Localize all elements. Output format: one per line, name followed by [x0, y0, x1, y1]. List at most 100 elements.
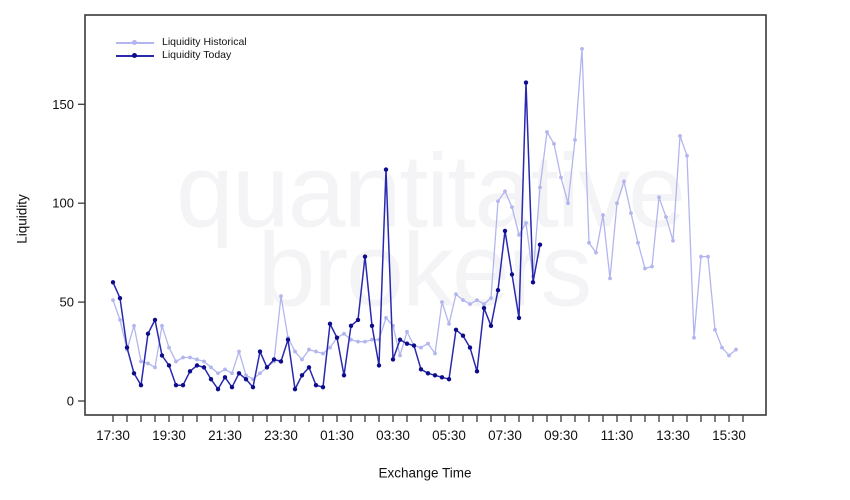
historical-point	[279, 294, 283, 299]
today-point	[180, 382, 186, 388]
historical-point	[475, 298, 479, 303]
today-point	[152, 317, 158, 323]
historical-point	[601, 213, 605, 217]
historical-point	[496, 199, 500, 204]
today-point	[453, 327, 459, 332]
today-point	[425, 371, 431, 376]
historical-point	[447, 321, 451, 326]
today-point	[397, 337, 403, 342]
historical-point	[573, 138, 577, 142]
historical-point	[307, 347, 311, 352]
historical-point	[489, 296, 493, 301]
historical-point	[321, 351, 325, 356]
today-point	[432, 373, 438, 378]
today-point	[411, 343, 417, 348]
x-axis-title: Exchange Time	[378, 465, 472, 481]
x-tick-label: 03:30	[376, 428, 410, 443]
today-point	[530, 280, 536, 285]
today-point	[355, 317, 361, 323]
legend-label-historical: Liquidity Historical	[162, 36, 247, 48]
x-tick-label: 19:30	[152, 428, 186, 443]
historical-point	[594, 250, 598, 255]
x-tick-label: 23:30	[264, 428, 298, 443]
historical-point	[363, 339, 367, 344]
today-point	[439, 375, 445, 380]
today-point	[208, 377, 214, 382]
historical-point	[482, 302, 486, 306]
historical-point	[195, 357, 199, 362]
today-point	[110, 280, 116, 285]
today-point	[537, 242, 543, 247]
historical-point	[643, 266, 647, 271]
historical-point	[468, 302, 472, 306]
x-tick-label: 07:30	[488, 428, 522, 443]
x-tick-label: 09:30	[544, 428, 578, 443]
today-point	[250, 384, 256, 390]
historical-point	[622, 179, 626, 184]
today-point	[348, 323, 354, 329]
historical-point	[398, 353, 402, 358]
today-point	[138, 382, 144, 388]
plot-frame	[84, 14, 767, 416]
legend-label-today: Liquidity Today	[162, 49, 232, 61]
historical-point	[314, 349, 318, 354]
today-point	[474, 369, 480, 374]
historical-point	[223, 367, 227, 372]
today-point	[285, 337, 291, 342]
historical-point	[720, 345, 724, 350]
historical-point	[293, 349, 297, 354]
y-tick-label: 0	[67, 394, 74, 409]
today-point	[299, 373, 305, 378]
historical-point	[202, 359, 206, 364]
historical-point	[657, 195, 661, 200]
historical-point	[538, 185, 542, 190]
today-point	[481, 305, 487, 311]
today-point	[124, 345, 130, 350]
today-point	[159, 353, 165, 358]
historical-point	[426, 341, 430, 346]
historical-point	[433, 351, 437, 356]
historical-point	[699, 254, 703, 259]
historical-point	[706, 254, 710, 259]
historical-line-swatch	[116, 36, 154, 49]
today-point	[488, 323, 494, 329]
y-tick-label: 100	[52, 196, 74, 211]
historical-point	[664, 215, 668, 219]
historical-point	[615, 201, 619, 206]
historical-point	[405, 329, 409, 334]
today-point	[306, 365, 312, 370]
historical-point	[727, 353, 731, 358]
historical-point	[552, 141, 556, 146]
today-point	[145, 331, 151, 336]
historical-point	[118, 318, 122, 322]
historical-point	[510, 205, 514, 210]
historical-point	[181, 355, 185, 360]
today-point	[460, 333, 466, 338]
today-point	[257, 349, 263, 354]
historical-point	[503, 189, 507, 194]
historical-point	[419, 345, 423, 350]
historical-point	[566, 201, 570, 206]
today-point	[467, 345, 473, 350]
historical-point	[734, 347, 738, 352]
today-point	[516, 315, 522, 321]
today-point	[173, 382, 179, 388]
today-point	[334, 335, 340, 340]
historical-point	[580, 47, 584, 51]
historical-point	[692, 335, 696, 340]
today-point	[320, 384, 326, 390]
historical-point	[132, 323, 136, 328]
today-point	[271, 357, 277, 362]
today-point	[313, 382, 319, 388]
historical-point	[160, 323, 164, 328]
today-point	[383, 167, 389, 172]
today-point	[166, 363, 172, 368]
today-point	[229, 384, 235, 390]
historical-point	[517, 232, 521, 237]
today-point	[502, 228, 508, 234]
historical-point	[587, 240, 591, 245]
today-line	[112, 81, 541, 390]
historical-point	[461, 298, 465, 303]
